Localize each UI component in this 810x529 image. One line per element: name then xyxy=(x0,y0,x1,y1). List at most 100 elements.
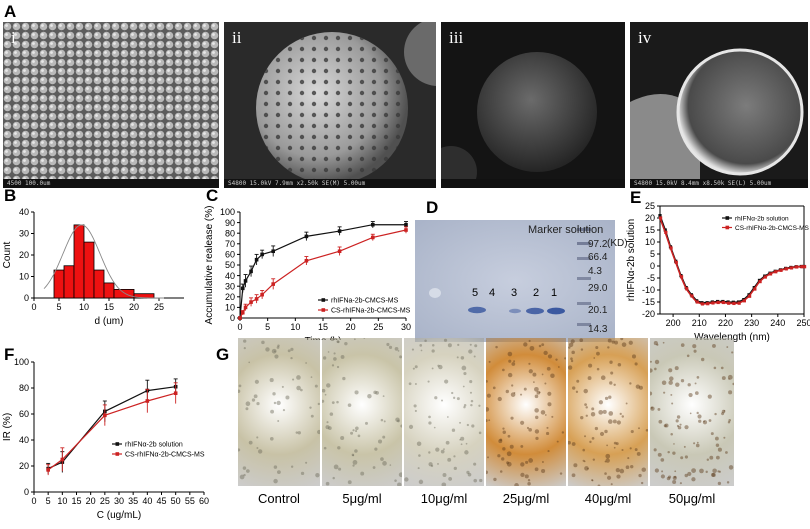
cell-speck xyxy=(506,451,512,457)
cell-label-5: 50μg/ml xyxy=(668,491,716,506)
cell-speck xyxy=(375,391,379,395)
cell-speck xyxy=(723,436,726,439)
cell-speck xyxy=(709,455,714,460)
y-tick-label: 20 xyxy=(645,213,655,223)
cell-speck xyxy=(350,431,354,435)
cell-speck xyxy=(520,472,525,478)
cell-speck xyxy=(664,423,669,428)
cell-speck xyxy=(520,444,524,448)
cell-speck xyxy=(715,455,720,460)
x-tick-label: 15 xyxy=(104,302,114,312)
cell-speck xyxy=(706,458,710,461)
cell-speck xyxy=(661,470,664,473)
cell-speck xyxy=(610,371,614,375)
cell-speck xyxy=(463,406,466,409)
cell-speck xyxy=(510,392,516,397)
cell-speck xyxy=(388,345,393,349)
cell-speck xyxy=(290,356,293,360)
cell-speck xyxy=(616,420,621,425)
y-axis-label: Accumulative realease (%) xyxy=(204,206,215,325)
x-tick-label: 25 xyxy=(373,322,383,332)
cell-micrograph-3 xyxy=(484,338,567,488)
cell-speck xyxy=(305,362,307,364)
cell-speck xyxy=(331,364,335,367)
cell-speck xyxy=(431,343,435,347)
cell-speck xyxy=(600,375,606,381)
cell-speck xyxy=(511,384,514,387)
cell-speck xyxy=(337,446,341,450)
cell-speck xyxy=(675,419,679,423)
gel-illustration xyxy=(415,220,615,342)
cell-speck xyxy=(630,464,634,469)
data-point xyxy=(803,265,807,269)
cell-speck xyxy=(248,361,251,364)
x-tick-label: 50 xyxy=(171,496,181,506)
cell-speck xyxy=(583,460,586,463)
cell-speck xyxy=(506,461,510,465)
cell-speck xyxy=(638,385,643,390)
cell-speck xyxy=(619,412,622,416)
x-tick-label: 25 xyxy=(154,302,164,312)
gel-lane-5: 5 xyxy=(472,287,479,299)
cell-speck xyxy=(397,482,402,488)
gel-lane-2: 2 xyxy=(533,287,540,299)
cell-speck xyxy=(610,483,613,486)
cell-speck xyxy=(493,477,497,482)
cell-speck xyxy=(484,407,490,412)
cell-speck xyxy=(692,344,697,349)
sem-particles-illustration xyxy=(3,22,219,188)
cell-speck xyxy=(398,472,404,478)
cell-speck xyxy=(441,482,447,488)
x-tick-label: 55 xyxy=(185,496,195,506)
cell-speck xyxy=(315,472,320,478)
y-tick-label: 40 xyxy=(19,435,29,445)
cell-speck xyxy=(541,460,544,463)
cell-speck xyxy=(526,426,530,430)
cell-speck xyxy=(261,340,265,345)
cell-speck xyxy=(274,350,276,353)
cell-speck xyxy=(309,406,312,409)
cell-speck xyxy=(238,384,242,388)
y-tick-label: 80 xyxy=(19,383,29,393)
cell-speck xyxy=(486,393,491,398)
data-point xyxy=(103,413,107,418)
y-tick-label: 20 xyxy=(19,461,29,471)
cell-speck xyxy=(464,450,469,455)
cell-speck xyxy=(419,344,423,347)
cell-speck xyxy=(640,481,644,485)
cell-speck xyxy=(612,419,617,424)
cell-speck xyxy=(469,343,472,346)
histogram-bar xyxy=(93,269,105,299)
y-tick-label: 70 xyxy=(225,239,235,249)
legend-swatch-marker xyxy=(115,442,120,446)
sem-image-iii: iii xyxy=(441,22,625,188)
cell-speck xyxy=(433,426,436,429)
cell-speck xyxy=(657,407,661,411)
cell-speck xyxy=(715,443,720,447)
cell-speck xyxy=(660,458,665,462)
sem-porous-sphere-illustration xyxy=(256,22,436,184)
cell-speck xyxy=(658,419,663,424)
cell-speck xyxy=(557,366,560,368)
cell-speck xyxy=(321,399,325,403)
cell-speck xyxy=(621,448,624,452)
cell-speck xyxy=(590,412,596,417)
cell-speck xyxy=(684,455,688,459)
sem-numeral-iii: iii xyxy=(449,28,464,47)
sem-numeral-ii: ii xyxy=(232,28,242,47)
cell-speck xyxy=(663,424,667,428)
cell-speck xyxy=(507,351,513,357)
cell-speck xyxy=(414,409,417,413)
data-point xyxy=(304,258,309,263)
cell-speck xyxy=(499,470,503,473)
cell-speck xyxy=(698,419,702,423)
cell-speck xyxy=(336,400,339,404)
cell-speck xyxy=(571,350,575,355)
cell-label-3: 25μg/ml xyxy=(502,491,550,506)
cell-speck xyxy=(528,362,531,365)
cell-micrograph-4 xyxy=(567,337,649,488)
data-point xyxy=(173,391,178,395)
cell-speck xyxy=(456,397,460,401)
cell-speck xyxy=(697,414,702,419)
cell-speck xyxy=(397,419,400,423)
